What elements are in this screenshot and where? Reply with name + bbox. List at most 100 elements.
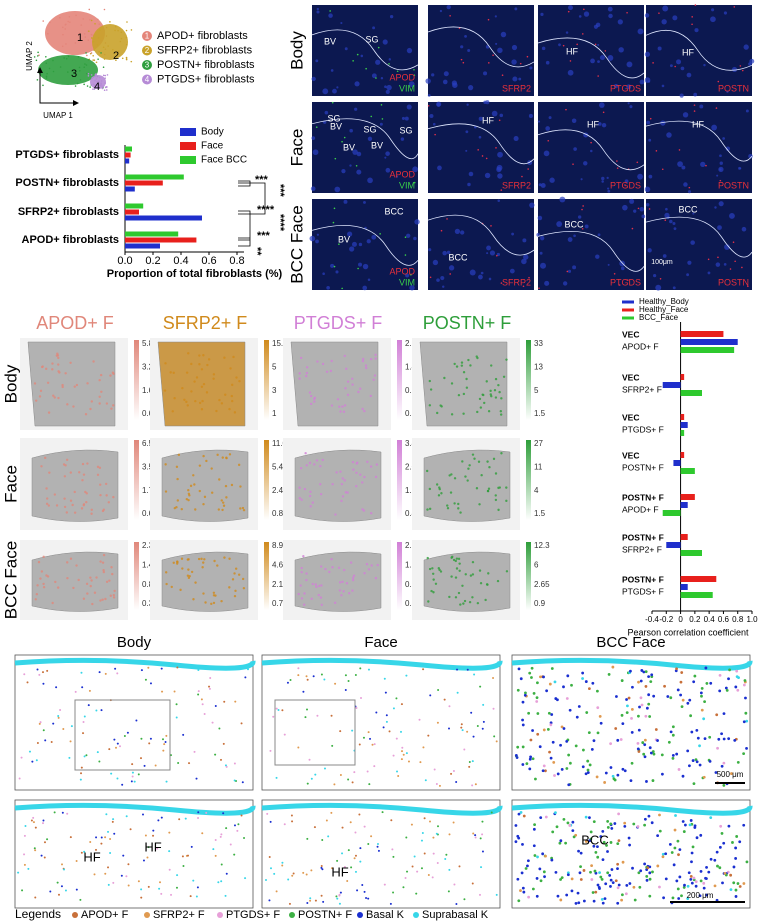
nucleus (452, 82, 458, 88)
nucleus (478, 274, 483, 280)
spot (40, 570, 44, 573)
x-tick-label: -0.2 (659, 615, 673, 624)
spot (370, 564, 373, 567)
annotation: HF (144, 839, 161, 854)
cell (336, 897, 339, 900)
spot (484, 598, 487, 602)
cell (555, 825, 559, 829)
nucleus (711, 8, 715, 12)
cell (699, 833, 703, 837)
nucleus (544, 280, 550, 286)
cell (188, 762, 191, 765)
spot (65, 511, 69, 514)
nucleus (559, 196, 566, 203)
umap-dot (109, 21, 111, 23)
nucleus (315, 59, 319, 63)
nucleus (316, 233, 320, 236)
cell (233, 824, 236, 827)
tissue (31, 551, 119, 612)
nucleus (714, 206, 717, 209)
cell (429, 820, 432, 823)
nucleus (584, 224, 589, 229)
micrograph (312, 102, 418, 193)
cell (144, 834, 147, 837)
cell (69, 740, 72, 743)
cell (532, 691, 536, 695)
cell (564, 841, 568, 845)
spot (45, 367, 48, 371)
cell (316, 714, 319, 717)
nucleus (497, 199, 501, 202)
cell (590, 747, 594, 751)
spot (202, 454, 205, 458)
spot (459, 511, 462, 514)
cell (535, 877, 539, 880)
cell (392, 707, 395, 710)
cell (42, 729, 45, 732)
umap-dot (52, 59, 54, 62)
spot (342, 410, 346, 413)
cell (482, 720, 485, 723)
cell (367, 668, 370, 671)
spot (91, 602, 94, 606)
cell (492, 707, 495, 710)
cell (676, 839, 680, 843)
signal (637, 207, 640, 210)
nucleus (371, 73, 377, 79)
cell (698, 744, 701, 748)
signal (567, 10, 570, 13)
umap-cluster-number: 3 (71, 68, 77, 80)
nucleus (439, 9, 443, 13)
nucleus (653, 274, 657, 278)
cell (679, 680, 683, 684)
spot (455, 557, 459, 560)
cell (471, 882, 474, 885)
cell (208, 685, 211, 688)
cell (663, 684, 666, 688)
nucleus (617, 19, 623, 25)
cell (460, 726, 463, 729)
row-label: BCC Face (1, 541, 20, 619)
signal (352, 60, 354, 62)
nucleus (309, 235, 316, 242)
signal (375, 77, 377, 79)
stain-label: APOD (389, 266, 415, 276)
spot (47, 504, 51, 507)
cell (287, 878, 290, 881)
spot (39, 577, 42, 580)
nucleus (645, 202, 650, 207)
cell (43, 856, 46, 859)
nucleus (413, 236, 417, 241)
cell (603, 897, 607, 901)
spot (183, 398, 186, 401)
cell (125, 875, 128, 878)
cell (405, 674, 408, 677)
spot (479, 582, 483, 585)
cell (157, 819, 160, 822)
stain-label: PTGDS (610, 83, 641, 93)
umap-dot (45, 56, 47, 58)
bar (125, 146, 132, 152)
spot (359, 473, 362, 476)
umap-dot (78, 32, 81, 35)
umap-dot (89, 52, 92, 55)
spot (454, 596, 458, 599)
annotation: SG (365, 34, 378, 44)
spot (298, 377, 301, 380)
spot (320, 584, 323, 587)
cell (353, 857, 356, 860)
cell (354, 854, 357, 857)
cell (722, 712, 726, 715)
signal (648, 208, 651, 210)
spot (46, 575, 50, 578)
spot (428, 404, 432, 407)
spot (341, 580, 344, 584)
spot (81, 462, 85, 466)
signal (481, 155, 484, 157)
cell (623, 824, 627, 828)
signal (462, 61, 465, 64)
annotation: BV (343, 142, 355, 152)
cell (620, 898, 624, 902)
cell (661, 852, 665, 856)
signal (636, 161, 639, 164)
